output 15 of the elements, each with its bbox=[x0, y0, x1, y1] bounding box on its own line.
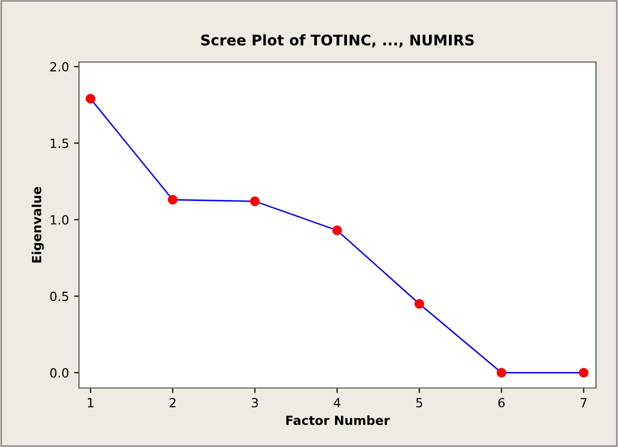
y-tick-label: 2.0 bbox=[50, 62, 68, 72]
x-tick-label: 2 bbox=[170, 398, 176, 408]
x-tick-label: 7 bbox=[580, 398, 587, 408]
x-tick-label: 4 bbox=[334, 398, 340, 408]
y-tick-label: 0.0 bbox=[50, 368, 68, 378]
y-tick-label: 1.0 bbox=[50, 215, 68, 225]
y-tick-label: 1.5 bbox=[50, 138, 68, 148]
y-tick-label: 0.5 bbox=[50, 292, 68, 302]
x-tick-label: 3 bbox=[252, 398, 258, 408]
x-tick-label: 1 bbox=[88, 398, 94, 408]
x-axis-title: Factor Number bbox=[286, 415, 390, 426]
chart-title: Scree Plot of TOTINC, ..., NUMIRS bbox=[201, 34, 474, 48]
x-tick-label: 5 bbox=[416, 398, 422, 408]
y-axis-title: Eigenvalue bbox=[32, 186, 44, 263]
x-tick-label: 6 bbox=[498, 398, 505, 408]
